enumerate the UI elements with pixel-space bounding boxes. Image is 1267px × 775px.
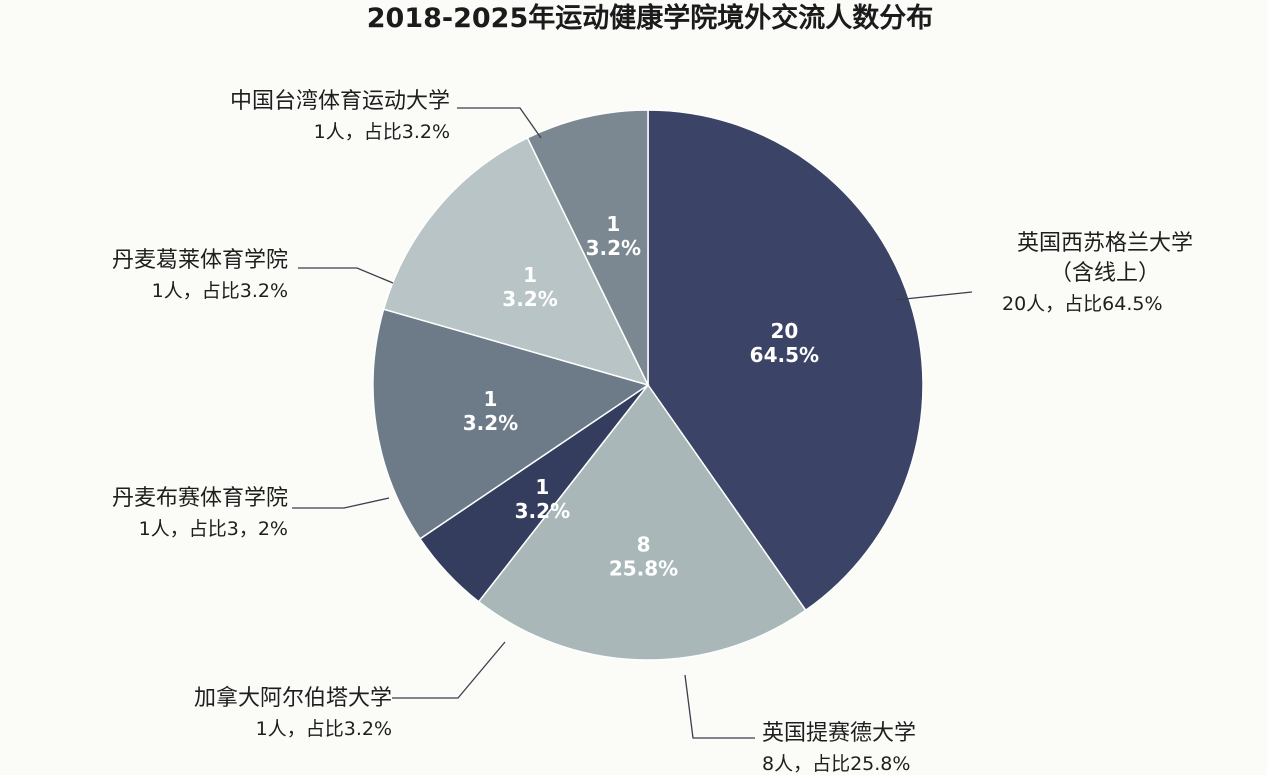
- callout-count-share: 1人，占比3.2%: [314, 121, 450, 143]
- slice-percent-label: 3.2%: [586, 236, 641, 260]
- callout-leader-line: [298, 267, 394, 284]
- slice-value-label: 1: [523, 263, 537, 287]
- pie-slice: [372, 308, 650, 540]
- callout-name: 加拿大阿尔伯塔大学: [194, 685, 392, 711]
- pie-slice: [647, 109, 924, 612]
- callout-leader-line: [684, 674, 755, 739]
- slice-percent-label: 3.2%: [502, 287, 557, 311]
- callout-leader-line: [894, 291, 973, 301]
- callout-count-share: 8人，占比25.8%: [762, 753, 910, 775]
- callout-count-share: 1人，占比3.2%: [152, 280, 288, 302]
- callout-count-share: 1人，占比3.2%: [256, 718, 392, 740]
- callout-name: 英国提赛德大学: [762, 721, 916, 746]
- pie-slices: [372, 109, 924, 661]
- slice-percent-label: 3.2%: [463, 411, 518, 435]
- callout-name: 丹麦葛莱体育学院: [112, 248, 288, 273]
- slice-value-label: 8: [637, 532, 651, 556]
- slice-value-label: 20: [770, 319, 798, 343]
- pie-callouts: 英国西苏格兰大学 （含线上） 20人，占比64.5% 英国提赛德大学 8人，占比25.8…: [112, 89, 1193, 775]
- callout-leader-line: [457, 107, 542, 139]
- callout-name: 英国西苏格兰大学: [1017, 231, 1193, 256]
- callout-leader-line: [292, 497, 390, 509]
- pie-slice: [477, 383, 807, 661]
- callout-count-share: 20人，占比64.5%: [1002, 293, 1163, 315]
- chart-title: 2018-2025年运动健康学院境外交流人数分布: [367, 2, 934, 34]
- slice-value-label: 1: [606, 212, 620, 236]
- pie-slice: [382, 136, 650, 387]
- callout-name: 中国台湾体育运动大学: [230, 89, 450, 114]
- slice-percent-label: 25.8%: [609, 556, 678, 580]
- callout-name: 丹麦布赛体育学院: [112, 486, 288, 511]
- slice-value-label: 1: [484, 387, 498, 411]
- callout-name-line2: （含线上）: [1050, 261, 1160, 286]
- slice-percent-label: 64.5%: [750, 343, 819, 367]
- slice-value-label: 1: [535, 475, 549, 499]
- callout-leader-line: [392, 641, 506, 699]
- slice-percent-label: 3.2%: [515, 499, 570, 523]
- pie-slice: [526, 109, 649, 386]
- callout-count-share: 1人，占比3，2%: [139, 518, 288, 540]
